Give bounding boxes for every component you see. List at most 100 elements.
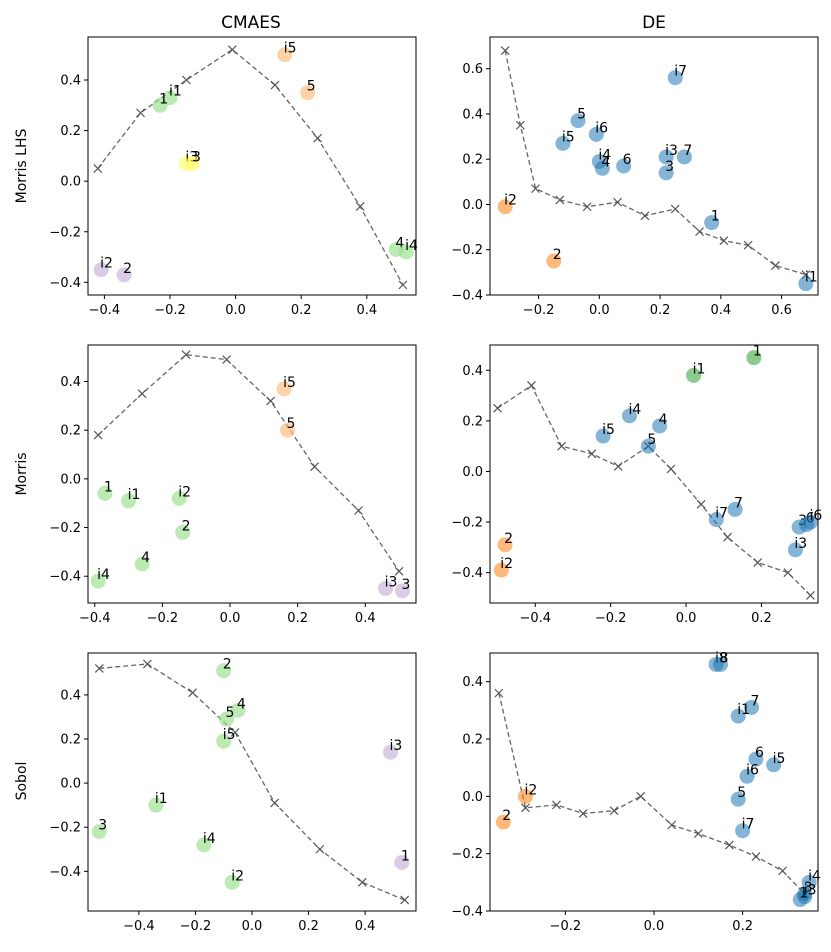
scatter-point <box>730 708 746 724</box>
y-tick-label: −0.4 <box>451 566 483 581</box>
line-marker <box>719 236 729 246</box>
scatter-point <box>595 428 611 444</box>
line-marker <box>227 45 237 55</box>
point-label: i2 <box>524 782 537 798</box>
line-marker <box>521 803 530 813</box>
line-marker <box>310 462 319 472</box>
point-label: 3 <box>665 159 674 175</box>
scatter-point <box>134 556 150 572</box>
point-label: i3 <box>390 738 403 754</box>
point-label: i2 <box>231 868 244 884</box>
scatter-point <box>667 70 683 86</box>
line-marker <box>582 202 592 212</box>
scatter-point <box>300 85 316 101</box>
scatter-point <box>616 158 632 174</box>
line-marker <box>613 197 622 207</box>
x-tick-label: 0.4 <box>710 303 731 318</box>
line-marker <box>515 120 525 130</box>
point-label: i6 <box>746 762 759 778</box>
line-marker <box>398 280 408 290</box>
scatter-point <box>394 854 410 870</box>
scatter-point <box>787 542 803 558</box>
x-tick-label: −0.4 <box>123 919 155 934</box>
y-tick-label: 0.0 <box>60 175 81 190</box>
scatter-point <box>658 165 674 181</box>
point-label: i5 <box>562 129 575 145</box>
scatter-point <box>216 663 232 679</box>
scatter-point <box>97 485 113 501</box>
line-marker <box>315 844 325 854</box>
line-marker <box>500 46 510 56</box>
x-tick-label: 0.2 <box>291 303 312 318</box>
line-marker <box>313 133 323 143</box>
point-label: 2 <box>123 261 132 277</box>
point-label: 4 <box>601 154 610 170</box>
point-label: 3 <box>401 577 410 593</box>
y-tick-label: 0.2 <box>462 733 483 748</box>
line-marker <box>494 688 504 698</box>
row-title-morris-lhs: Morris LHS <box>14 129 30 204</box>
y-tick-label: 0.4 <box>60 688 81 703</box>
scatter-point <box>497 199 513 215</box>
line-marker <box>743 240 753 250</box>
scatter-point <box>730 791 746 807</box>
point-label: i1 <box>693 361 706 377</box>
point-label: 4 <box>141 550 150 566</box>
line-marker <box>355 202 365 211</box>
y-tick-label: 0.4 <box>60 375 81 390</box>
point-label: i1 <box>128 487 141 503</box>
scatter-point <box>712 656 728 672</box>
line-marker <box>527 381 536 390</box>
line-marker <box>609 806 619 816</box>
scatter-point <box>277 47 293 63</box>
row-title-morris: Morris <box>14 452 30 495</box>
y-tick-label: 0.2 <box>60 124 81 139</box>
line-marker <box>552 800 561 810</box>
point-label: i4 <box>203 831 216 847</box>
scatter-point <box>91 824 107 840</box>
line-marker <box>93 430 103 440</box>
y-tick-label: −0.2 <box>49 821 81 836</box>
point-label: i5 <box>773 751 786 767</box>
scatter-point <box>748 751 764 767</box>
series-line <box>99 663 405 901</box>
x-tick-label: −0.2 <box>180 919 212 934</box>
point-label: i5 <box>283 375 296 391</box>
point-label: i1 <box>737 702 750 718</box>
line-marker <box>666 464 676 474</box>
scatter-point <box>704 215 720 231</box>
axes-frame <box>489 652 819 912</box>
scatter-point <box>121 493 137 509</box>
column-title-de: DE <box>642 13 666 33</box>
y-tick-label: 0.4 <box>462 675 483 690</box>
x-tick-label: 0.2 <box>650 303 671 318</box>
y-tick-label: −0.2 <box>451 243 483 258</box>
point-label: 1 <box>401 848 410 864</box>
y-tick-label: 0.2 <box>462 153 483 168</box>
point-label: i1 <box>169 84 182 100</box>
line-marker <box>270 80 280 90</box>
scatter-point <box>708 512 724 528</box>
line-marker <box>270 798 280 808</box>
line-marker <box>753 558 763 567</box>
scatter-point <box>276 381 292 397</box>
line-marker <box>783 568 793 578</box>
x-tick-label: 0.2 <box>298 919 319 934</box>
line-marker <box>531 184 540 194</box>
panel-morris-lhs-de: i7 5 i6 i5 i44 6 i3 73 i2 1 2 i1 −0.2 0.0 0.2 0.4 0.6 −0.… <box>451 36 819 318</box>
scatter-point <box>658 149 674 165</box>
point-label: i5 <box>602 422 615 438</box>
line-marker <box>222 355 232 365</box>
point-label: i6 <box>809 508 822 524</box>
line-marker <box>354 506 363 515</box>
point-label: 3 <box>804 880 813 896</box>
y-tick-label: −0.2 <box>451 847 483 862</box>
panel-sobol-cmaes: 2 45 i5 i3 i1 3 i4 1 i2 −0.4 −0.2 0.0 0.2 0.4 −0.4 −0.2… <box>49 652 417 934</box>
point-label: i7 <box>715 506 728 522</box>
line-marker <box>695 227 704 237</box>
line-marker <box>142 659 152 669</box>
scatter-point <box>640 438 656 454</box>
scatter-point <box>493 562 509 578</box>
scatter-point <box>175 524 191 540</box>
